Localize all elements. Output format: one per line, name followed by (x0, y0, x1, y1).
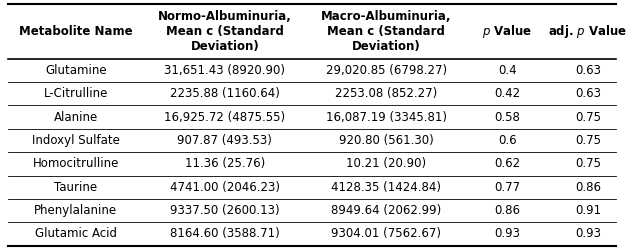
Text: 16,925.72 (4875.55): 16,925.72 (4875.55) (164, 111, 286, 124)
Text: Metabolite Name: Metabolite Name (19, 25, 133, 38)
Text: 0.63: 0.63 (575, 64, 601, 77)
Text: 9337.50 (2600.13): 9337.50 (2600.13) (170, 204, 280, 217)
Text: 2235.88 (1160.64): 2235.88 (1160.64) (170, 87, 280, 100)
Text: Macro-Albuminuria,
Mean c (Standard
Deviation): Macro-Albuminuria, Mean c (Standard Devi… (321, 10, 452, 53)
Text: 0.62: 0.62 (494, 157, 520, 170)
Text: 16,087.19 (3345.81): 16,087.19 (3345.81) (326, 111, 446, 124)
Text: 31,651.43 (8920.90): 31,651.43 (8920.90) (164, 64, 286, 77)
Text: 8164.60 (3588.71): 8164.60 (3588.71) (170, 228, 280, 240)
Text: Homocitrulline: Homocitrulline (32, 157, 119, 170)
Text: 9304.01 (7562.67): 9304.01 (7562.67) (331, 228, 441, 240)
Text: 10.21 (20.90): 10.21 (20.90) (346, 157, 426, 170)
Text: 2253.08 (852.27): 2253.08 (852.27) (335, 87, 438, 100)
Text: Indoxyl Sulfate: Indoxyl Sulfate (32, 134, 120, 147)
Text: Taurine: Taurine (54, 181, 97, 194)
Text: 0.75: 0.75 (575, 111, 601, 124)
Text: 0.58: 0.58 (494, 111, 520, 124)
Text: 8949.64 (2062.99): 8949.64 (2062.99) (331, 204, 441, 217)
Text: 0.75: 0.75 (575, 134, 601, 147)
Text: Glutamine: Glutamine (45, 64, 107, 77)
Text: $\mathit{p}$ Value: $\mathit{p}$ Value (482, 23, 532, 40)
Text: 29,020.85 (6798.27): 29,020.85 (6798.27) (326, 64, 446, 77)
Text: 0.86: 0.86 (494, 204, 520, 217)
Text: 0.93: 0.93 (575, 228, 601, 240)
Text: 4128.35 (1424.84): 4128.35 (1424.84) (331, 181, 441, 194)
Text: Glutamic Acid: Glutamic Acid (35, 228, 117, 240)
Text: 0.86: 0.86 (575, 181, 601, 194)
Text: 0.4: 0.4 (498, 64, 516, 77)
Text: 907.87 (493.53): 907.87 (493.53) (177, 134, 272, 147)
Text: Alanine: Alanine (54, 111, 98, 124)
Text: 0.75: 0.75 (575, 157, 601, 170)
Text: adj. $\mathit{p}$ Value: adj. $\mathit{p}$ Value (548, 23, 628, 40)
Text: Phenylalanine: Phenylalanine (34, 204, 118, 217)
Text: L-Citrulline: L-Citrulline (44, 87, 108, 100)
Text: 0.6: 0.6 (498, 134, 516, 147)
Text: Normo-Albuminuria,
Mean c (Standard
Deviation): Normo-Albuminuria, Mean c (Standard Devi… (158, 10, 292, 53)
Text: 0.91: 0.91 (575, 204, 601, 217)
Text: 920.80 (561.30): 920.80 (561.30) (339, 134, 434, 147)
Text: 11.36 (25.76): 11.36 (25.76) (184, 157, 265, 170)
Text: 0.63: 0.63 (575, 87, 601, 100)
Text: 4741.00 (2046.23): 4741.00 (2046.23) (170, 181, 280, 194)
Text: 0.77: 0.77 (494, 181, 520, 194)
Text: 0.42: 0.42 (494, 87, 520, 100)
Text: 0.93: 0.93 (494, 228, 520, 240)
